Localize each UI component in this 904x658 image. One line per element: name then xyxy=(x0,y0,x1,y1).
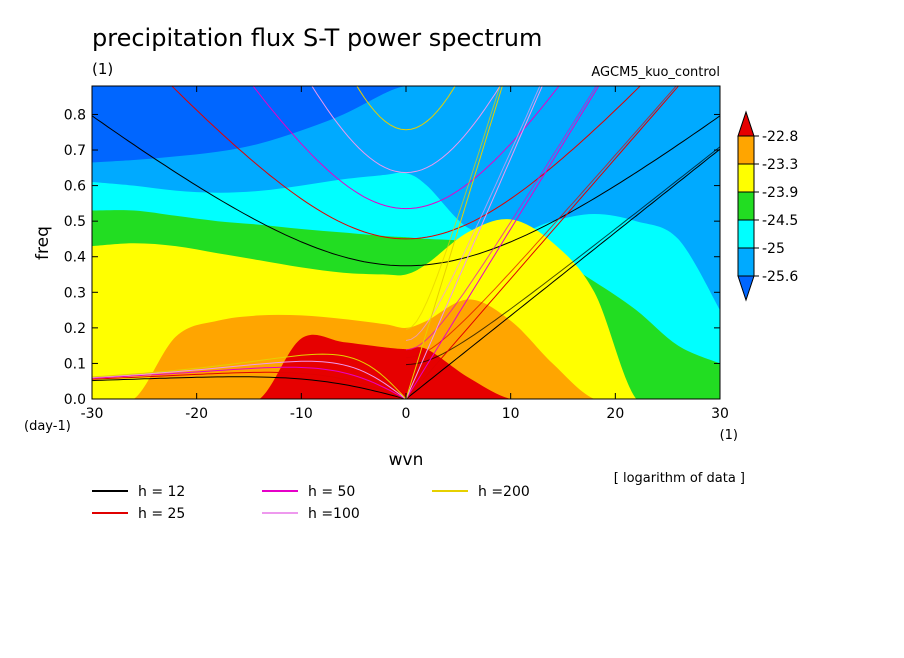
x-tick-label: 10 xyxy=(502,406,520,422)
colorbar-label: -25 xyxy=(762,241,785,257)
legend-label: h = 50 xyxy=(308,484,355,500)
colorbar-swatch xyxy=(737,219,755,249)
chart-title: precipitation flux S-T power spectrum xyxy=(92,24,542,52)
dispersion-curve xyxy=(92,360,407,399)
y-tick-label: 0.1 xyxy=(64,356,86,372)
y-tick-label: 0.2 xyxy=(64,321,86,337)
dispersion-curve xyxy=(311,86,501,174)
x-unit-label: (1) xyxy=(720,428,738,443)
dispersion-curve xyxy=(92,366,407,399)
colorbar-label: -25.6 xyxy=(762,269,798,285)
dispersion-curve xyxy=(92,376,407,399)
y-tick-label: 0.7 xyxy=(64,143,86,159)
colorbar-swatch xyxy=(737,135,755,165)
y-axis: 0.0 0.1 0.2 0.3 0.4 0.5 0.6 0.7 0.8 xyxy=(64,107,720,408)
y-tick-label: 0.8 xyxy=(64,107,86,123)
x-axis: -30 -20 -10 0 10 20 30 xyxy=(81,86,729,422)
x-tick-label: 0 xyxy=(402,406,411,422)
colorbar-swatch xyxy=(737,247,755,277)
dispersion-curve xyxy=(405,86,680,399)
dispersion-curve xyxy=(92,115,720,267)
dispersion-curve xyxy=(405,86,503,399)
y-axis-label: freq xyxy=(33,226,53,260)
x-tick-label: -30 xyxy=(81,406,104,422)
colorbar-swatch xyxy=(737,110,755,137)
dispersion-curve xyxy=(171,86,641,240)
dispersion-curve xyxy=(405,86,597,351)
dispersion-curve xyxy=(405,86,543,399)
x-tick-label: 30 xyxy=(711,406,729,422)
dispersion-curve xyxy=(405,86,541,341)
dispersion-curve xyxy=(405,146,720,366)
color-bands xyxy=(92,86,720,399)
y-tick-label: 0.4 xyxy=(64,250,86,266)
legend-label: h =200 xyxy=(478,484,530,500)
y-tick-label: 0.5 xyxy=(64,214,86,230)
colorbar-label: -22.8 xyxy=(762,129,798,145)
y-tick-label: 0.3 xyxy=(64,285,86,301)
x-tick-label: -10 xyxy=(290,406,313,422)
data-note: [ logarithm of data ] xyxy=(614,471,745,486)
dispersion-curve xyxy=(252,86,560,210)
colorbar-label: -23.3 xyxy=(762,157,798,173)
dispersion-curves xyxy=(92,86,720,399)
dispersion-curve xyxy=(405,86,677,359)
colorbar-swatch xyxy=(737,163,755,193)
colorbar: -22.8 -23.3 -23.9 -24.5 -25 -25.6 xyxy=(737,110,798,302)
colorbar-swatch xyxy=(737,191,755,221)
colorbar-label: -23.9 xyxy=(762,185,798,201)
legend-label: h = 25 xyxy=(138,506,185,522)
colorbar-label: -24.5 xyxy=(762,213,798,229)
dispersion-curve xyxy=(405,86,600,399)
dispersion-curve xyxy=(92,371,407,399)
y-tick-label: 0.6 xyxy=(64,179,86,195)
subtitle-right: AGCM5_kuo_control xyxy=(591,65,720,80)
dispersion-curve xyxy=(405,86,501,330)
x-tick-label: -20 xyxy=(185,406,208,422)
y-tick-label: 0.0 xyxy=(64,392,86,408)
y-unit-label: (day-1) xyxy=(24,419,71,434)
subtitle-left: (1) xyxy=(92,60,113,78)
band-fill xyxy=(92,334,720,399)
legend-label: h = 12 xyxy=(138,484,185,500)
x-axis-label: wvn xyxy=(389,450,424,470)
dispersion-curve xyxy=(356,86,456,131)
dispersion-curve xyxy=(92,353,407,399)
dispersion-curve xyxy=(405,148,720,399)
legend-label: h =100 xyxy=(308,506,360,522)
legend: h = 12 h = 25 h = 50 h =100 h =200 xyxy=(92,484,530,522)
colorbar-swatch xyxy=(737,275,755,302)
x-tick-label: 20 xyxy=(606,406,624,422)
